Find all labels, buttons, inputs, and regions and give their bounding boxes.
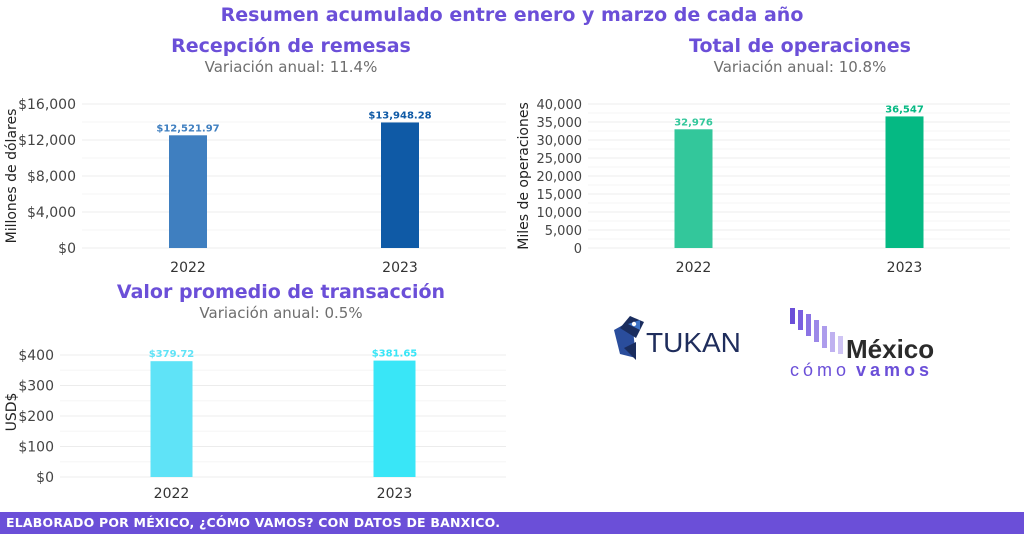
operaciones-ytick-label: 25,000 [537, 152, 583, 167]
operaciones-ytick-label: 15,000 [537, 188, 583, 203]
operaciones-bar-2023 [885, 116, 924, 248]
valor-ylabel: USD$ [4, 393, 20, 432]
remesas-title: Recepción de remesas [171, 35, 411, 57]
remesas-xtick-label-2022: 2022 [170, 260, 206, 276]
operaciones-ytick-label: 35,000 [537, 116, 583, 131]
operaciones-ytick-label: 20,000 [537, 170, 583, 185]
remesas-data-label-2023: $13,948.28 [368, 110, 431, 121]
remesas-bar-2023 [381, 122, 419, 248]
tukan-logo-mark: TUKAN [614, 316, 741, 360]
mexico-como-vamos-logo: México cómo vamos [788, 306, 968, 382]
valor-ytick-label: $0 [36, 470, 54, 486]
operaciones-bar-2022 [674, 129, 713, 248]
operaciones-title: Total de operaciones [689, 35, 911, 57]
remesas-ytick-label: $4,000 [27, 205, 76, 221]
valor-bar-2023 [373, 360, 416, 477]
tukan-logo-text: TUKAN [646, 327, 741, 358]
valor-data-label-2022: $379.72 [149, 349, 195, 360]
remesas-xtick-label-2023: 2023 [382, 260, 418, 276]
valor-bar-2022 [150, 361, 193, 477]
operaciones-ytick-label: 30,000 [537, 134, 583, 149]
valor-xtick-label-2022: 2022 [154, 486, 190, 502]
remesas-bar-2022 [169, 135, 207, 248]
valor-ytick-label: $300 [18, 379, 54, 395]
main-title: Resumen acumulado entre enero y marzo de… [220, 4, 804, 26]
remesas-data-label-2022: $12,521.97 [156, 123, 219, 134]
operaciones-ylabel: Miles de operaciones [516, 102, 532, 250]
remesas-ytick-label: $8,000 [27, 169, 76, 185]
logo-mexico-text: México [846, 334, 934, 364]
operaciones-xtick-label-2023: 2023 [887, 260, 923, 276]
operaciones-ytick-label: 5,000 [545, 224, 582, 239]
logo-como-text: cómo [790, 360, 850, 378]
valor-ytick-label: $200 [18, 409, 54, 425]
valor-ytick-label: $400 [18, 348, 54, 364]
logo-vamos-text: vamos [856, 360, 933, 378]
operaciones-data-label-2022: 32,976 [674, 117, 713, 128]
footer-source: ELABORADO POR MÉXICO, ¿CÓMO VAMOS? CON D… [0, 512, 1024, 534]
operaciones-ytick-label: 0 [574, 242, 582, 257]
mexico-como-vamos-logo-mark: México cómo vamos [790, 308, 934, 380]
operaciones-ytick-label: 40,000 [537, 98, 583, 113]
operaciones-subtitle: Variación anual: 10.8% [714, 58, 887, 76]
operaciones-ytick-label: 10,000 [537, 206, 583, 221]
remesas-ylabel: Millones de dólares [4, 109, 20, 244]
remesas-subtitle: Variación anual: 11.4% [205, 58, 378, 76]
operaciones-data-label-2023: 36,547 [885, 104, 924, 115]
remesas-ytick-label: $12,000 [18, 133, 76, 149]
valor-xtick-label-2023: 2023 [377, 486, 413, 502]
valor-title: Valor promedio de transacción [117, 281, 445, 303]
remesas-ytick-label: $16,000 [18, 97, 76, 113]
remesas-ytick-label: $0 [58, 241, 76, 257]
valor-subtitle: Variación anual: 0.5% [199, 304, 362, 322]
valor-data-label-2023: $381.65 [372, 349, 418, 360]
operaciones-xtick-label-2022: 2022 [676, 260, 712, 276]
valor-ytick-label: $100 [18, 440, 54, 456]
tukan-logo: TUKAN [610, 308, 750, 372]
